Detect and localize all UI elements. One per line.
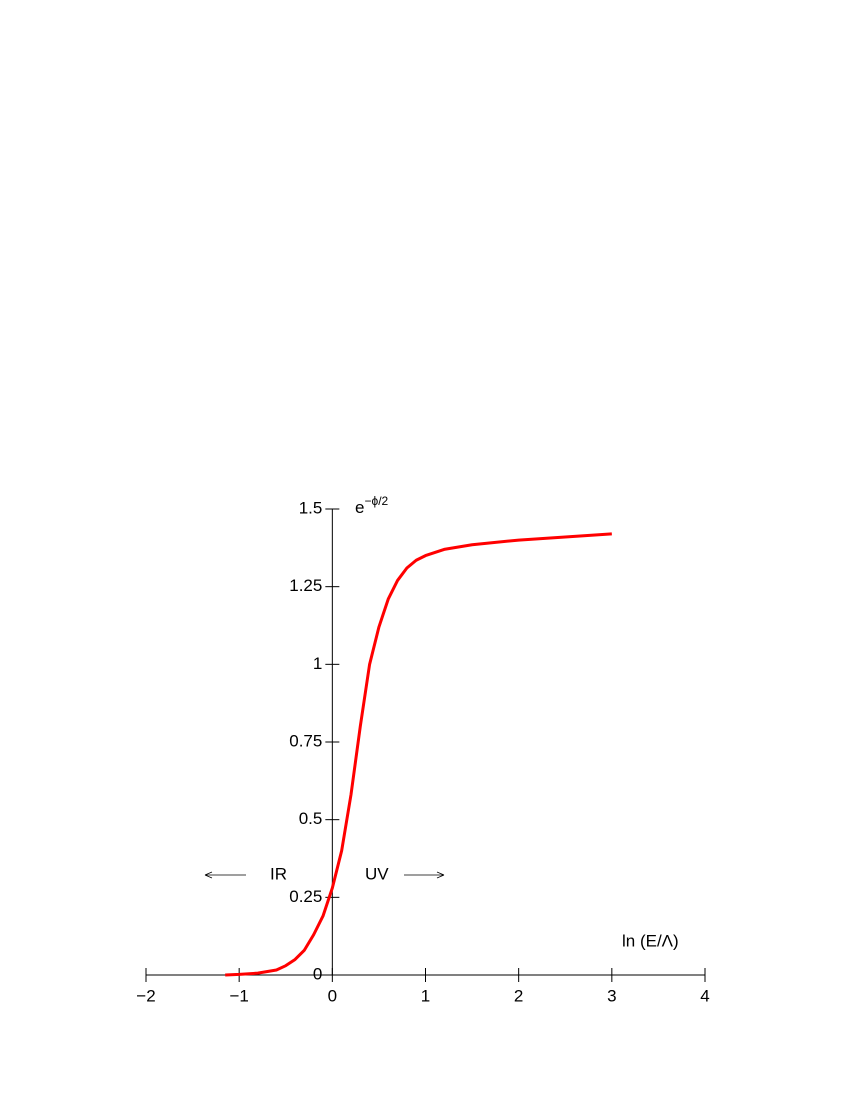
x-tick-label: 2 (514, 986, 523, 1005)
y-axis-label-base: e−ϕ/2 (355, 494, 389, 517)
x-tick-label: −1 (229, 986, 248, 1005)
y-label-base: e (355, 498, 364, 517)
x-tick-label: 4 (700, 986, 709, 1005)
y-tick-label: 1 (313, 654, 322, 673)
annotation-ir: IR (270, 864, 287, 883)
y-label-superscript: −ϕ/2 (364, 494, 388, 508)
x-tick-label: 3 (607, 986, 616, 1005)
y-tick-label: 1.5 (299, 498, 323, 517)
y-tick-label: 1.25 (289, 576, 322, 595)
ir-arrow (204, 871, 246, 879)
y-tick-label: 0 (313, 964, 322, 983)
y-tick-label: 0.75 (289, 731, 322, 750)
x-tick-label: 1 (421, 986, 430, 1005)
x-axis-label: ln (E/Λ) (622, 931, 679, 950)
y-axis-label: e−ϕ/2 (355, 494, 389, 517)
x-tick-label: −2 (136, 986, 155, 1005)
y-tick-label: 0.25 (289, 887, 322, 906)
y-tick-label: 0.5 (299, 809, 323, 828)
x-tick-label: 0 (328, 986, 337, 1005)
uv-arrow (404, 871, 445, 879)
annotation-uv: UV (365, 864, 389, 883)
data-line (225, 532, 612, 977)
